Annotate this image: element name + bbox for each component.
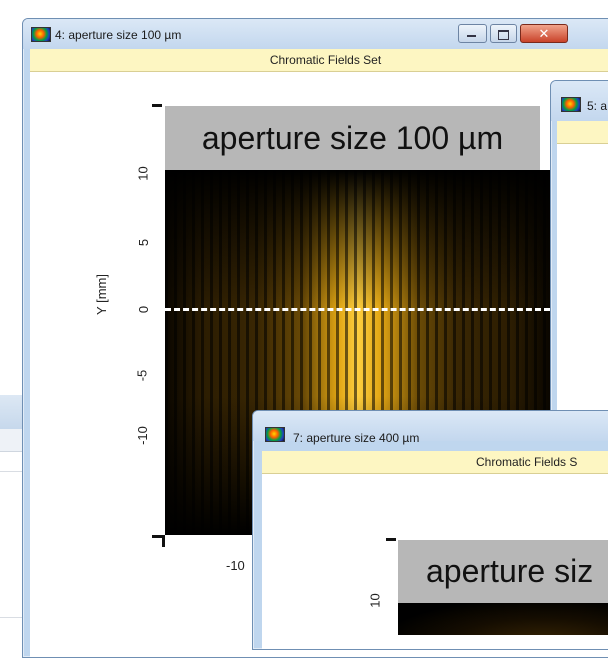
maximize-icon	[498, 30, 509, 40]
plot-banner: aperture size 100 µm	[165, 106, 540, 170]
plot-area[interactable]	[557, 144, 608, 419]
plot-banner: aperture siz	[398, 540, 608, 603]
app-icon	[561, 97, 581, 112]
title-bar[interactable]: 7: aperture size 400 µm	[253, 411, 608, 445]
plot-banner-text: aperture siz	[426, 553, 594, 589]
window-subtitle-bar: Chromatic Fields Set	[30, 49, 608, 72]
app-icon	[31, 27, 51, 42]
minimize-icon	[467, 35, 476, 37]
y-axis-label: Y [mm]	[93, 274, 109, 315]
y-tick-label: -10	[134, 426, 150, 445]
y-tick-label: -5	[134, 369, 150, 382]
app-icon	[265, 427, 285, 442]
window-subtitle-bar	[557, 121, 608, 144]
y-axis-bottom-tick	[152, 535, 162, 538]
cross-section-line[interactable]	[165, 308, 550, 311]
plot-banner-text: aperture size 100 µm	[201, 120, 504, 156]
window-title: 7: aperture size 400 µm	[293, 431, 420, 445]
window-subtitle: Chromatic Fields S	[476, 455, 578, 469]
x-axis-left-tick	[162, 535, 165, 547]
window-title: 5: a	[587, 99, 608, 113]
window-title: 4: aperture size 100 µm	[55, 28, 182, 42]
y-tick-label: 0	[136, 305, 152, 314]
window-subtitle: Chromatic Fields Set	[269, 53, 382, 67]
window-subtitle-bar: Chromatic Fields S	[262, 451, 608, 474]
background-window-divider	[0, 617, 40, 618]
y-axis-top-tick	[386, 538, 396, 541]
y-axis-top-tick	[152, 104, 162, 107]
minimize-button[interactable]	[458, 24, 487, 43]
window-5[interactable]: 5: a	[550, 80, 608, 420]
y-tick-label: 5	[136, 238, 152, 247]
field-intensity-image[interactable]	[398, 603, 608, 635]
maximize-button[interactable]	[490, 24, 517, 43]
title-bar[interactable]: 5: a	[551, 81, 608, 121]
close-button[interactable]: ✕	[520, 24, 568, 43]
y-tick-label: 10	[367, 593, 383, 608]
title-bar[interactable]: 4: aperture size 100 µm ✕	[23, 19, 608, 49]
y-tick-label: 10	[135, 166, 151, 181]
close-icon: ✕	[538, 26, 550, 41]
background-window-divider	[0, 471, 40, 472]
x-tick-label: -10	[226, 558, 245, 573]
